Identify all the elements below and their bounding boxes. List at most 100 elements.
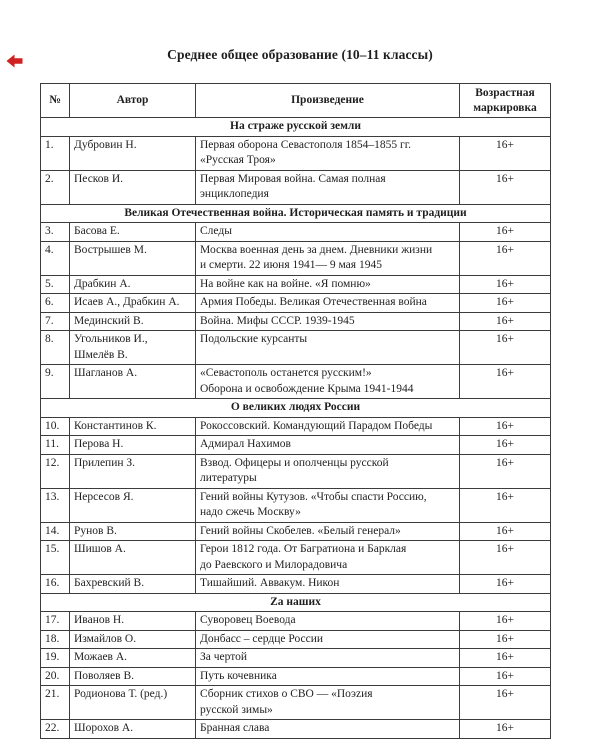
age-marking-cell: 16+ (459, 240, 551, 276)
work-title-cell: Первая Мировая война. Самая полная энцик… (195, 169, 460, 205)
row-number: 1. (40, 135, 70, 171)
author-cell: Иванов Н. (69, 611, 196, 631)
row-number: 12. (40, 453, 70, 489)
row-number: 22. (40, 719, 70, 739)
row-number: 5. (40, 274, 70, 294)
row-number: 18. (40, 629, 70, 649)
table-row: 2. Песков И. Первая Мировая война. Самая п… (40, 169, 551, 205)
row-number: 10. (40, 416, 70, 436)
age-marking-cell: 16+ (459, 574, 551, 594)
work-title-cell: «Севастополь останется русским!» Оборона… (195, 364, 460, 399)
table-row: 4. Вострышев М. Москва военная день за дне… (40, 240, 551, 276)
age-marking-cell: 16+ (459, 169, 551, 205)
row-number: 2. (40, 169, 70, 205)
author-cell: Вострышев М. (69, 240, 196, 276)
row-number: 21. (40, 685, 70, 720)
section-title: О великих людях России (40, 398, 551, 418)
col-header-number: № (40, 83, 70, 118)
page-title: Среднее общее образование (10–11 классы) (167, 47, 433, 62)
author-cell: Перова Н. (69, 435, 196, 455)
author-cell: Можаев А. (69, 648, 196, 668)
age-marking-cell: 16+ (459, 611, 551, 631)
table-row: 21. Родионова Т. (ред.) Сборник стихов о С… (40, 685, 551, 720)
table-row: 11. Перова Н. Адмирал Нахимов 16+ (40, 435, 551, 455)
table-row: 22. Шорохов А. Бранная слава 16+ (40, 719, 551, 739)
age-marking-cell: 16+ (459, 364, 551, 399)
table-row: 8. Угольников И., Шмелёв В. Подольские кур… (40, 330, 551, 365)
row-number: 19. (40, 648, 70, 668)
author-cell: Драбкин А. (69, 274, 196, 294)
table-row: 20. Поволяев В. Путь кочевника 16+ (40, 666, 551, 686)
age-marking-cell: 16+ (459, 719, 551, 739)
row-number: 7. (40, 311, 70, 331)
row-number: 11. (40, 435, 70, 455)
work-title-cell: Подольские курсанты (195, 330, 460, 365)
work-title-cell: Гений войны Кутузов. «Чтобы спасти Росси… (195, 487, 460, 523)
age-marking-cell: 16+ (459, 330, 551, 365)
section-row: Zа наших (40, 592, 551, 612)
document-page: { "page": { "title": "Среднее общее обра… (0, 47, 600, 739)
work-title-cell: Адмирал Нахимов (195, 435, 460, 455)
work-title-cell: Рокоссовский. Командующий Парадом Победы (195, 416, 460, 436)
row-number: 8. (40, 330, 70, 365)
work-title-cell: Гений войны Скобелев. «Белый генерал» (195, 521, 460, 541)
work-title-cell: Герои 1812 года. От Багратиона и Барклая… (195, 540, 460, 575)
author-cell: Мединский В. (69, 311, 196, 331)
author-cell: Шагланов А. (69, 364, 196, 399)
work-title-cell: Суворовец Воевода (195, 611, 460, 631)
section-title: На страже русской земли (40, 117, 551, 137)
age-marking-cell: 16+ (459, 629, 551, 649)
table-row: 15. Шишов А. Герои 1812 года. От Багратион… (40, 540, 551, 575)
work-title-cell: Сборник стихов о СВО — «Поэzия русской з… (195, 685, 460, 720)
age-marking-cell: 16+ (459, 435, 551, 455)
table-row: 9. Шагланов А. «Севастополь останется русс… (40, 364, 551, 399)
work-title-cell: Москва военная день за днем. Дневники жи… (195, 240, 460, 276)
age-marking-cell: 16+ (459, 416, 551, 436)
work-title-cell: За чертой (195, 648, 460, 668)
author-cell: Рунов В. (69, 521, 196, 541)
author-cell: Измайлов О. (69, 629, 196, 649)
row-number: 14. (40, 521, 70, 541)
author-cell: Бахревский В. (69, 574, 196, 594)
row-number: 4. (40, 240, 70, 276)
age-marking-cell: 16+ (459, 135, 551, 171)
table-row: 5. Драбкин А. На войне как на войне. «Я по… (40, 274, 551, 294)
author-cell: Родионова Т. (ред.) (69, 685, 196, 720)
author-cell: Константинов К. (69, 416, 196, 436)
table-row: 19. Можаев А. За чертой 16+ (40, 648, 551, 668)
table-row: 12. Прилепин З. Взвод. Офицеры и ополченцы… (40, 453, 551, 489)
work-title-cell: Война. Мифы СССР. 1939-1945 (195, 311, 460, 331)
work-title-cell: Армия Победы. Великая Отечественная войн… (195, 293, 460, 313)
row-number: 15. (40, 540, 70, 575)
row-number: 13. (40, 487, 70, 523)
table-row: 3. Басова Е. Следы 16+ (40, 222, 551, 242)
age-marking-cell: 16+ (459, 453, 551, 489)
work-title-cell: Взвод. Офицеры и ополченцы русской литер… (195, 453, 460, 489)
age-marking-cell: 16+ (459, 311, 551, 331)
author-cell: Дубровин Н. (69, 135, 196, 171)
work-title-cell: Бранная слава (195, 719, 460, 739)
table-row: 16. Бахревский В. Тишайший. Аввакум. Никон… (40, 574, 551, 594)
header-row: № Автор Произведение Возрастная маркиров… (40, 83, 551, 118)
col-header-work: Произведение (195, 83, 460, 118)
section-title: Великая Отечественная война. Историческа… (40, 203, 551, 223)
work-title-cell: Первая оборона Севастополя 1854–1855 гг.… (195, 135, 460, 171)
work-title-cell: Тишайший. Аввакум. Никон (195, 574, 460, 594)
section-title: Zа наших (40, 592, 551, 612)
age-marking-cell: 16+ (459, 648, 551, 668)
row-number: 3. (40, 222, 70, 242)
age-marking-cell: 16+ (459, 274, 551, 294)
author-cell: Поволяев В. (69, 666, 196, 686)
table-row: 7. Мединский В. Война. Мифы СССР. 1939-194… (40, 311, 551, 331)
section-row: О великих людях России (40, 398, 551, 418)
row-number: 17. (40, 611, 70, 631)
table-row: 10. Константинов К. Рокоссовский. Командую… (40, 416, 551, 436)
work-title-cell: Следы (195, 222, 460, 242)
author-cell: Исаев А., Драбкин А. (69, 293, 196, 313)
table-row: 13. Нерсесов Я. Гений войны Кутузов. «Чтоб… (40, 487, 551, 523)
row-number: 20. (40, 666, 70, 686)
age-marking-cell: 16+ (459, 222, 551, 242)
col-header-age-marking: Возрастная маркировка (459, 83, 551, 118)
author-cell: Песков И. (69, 169, 196, 205)
author-cell: Шишов А. (69, 540, 196, 575)
